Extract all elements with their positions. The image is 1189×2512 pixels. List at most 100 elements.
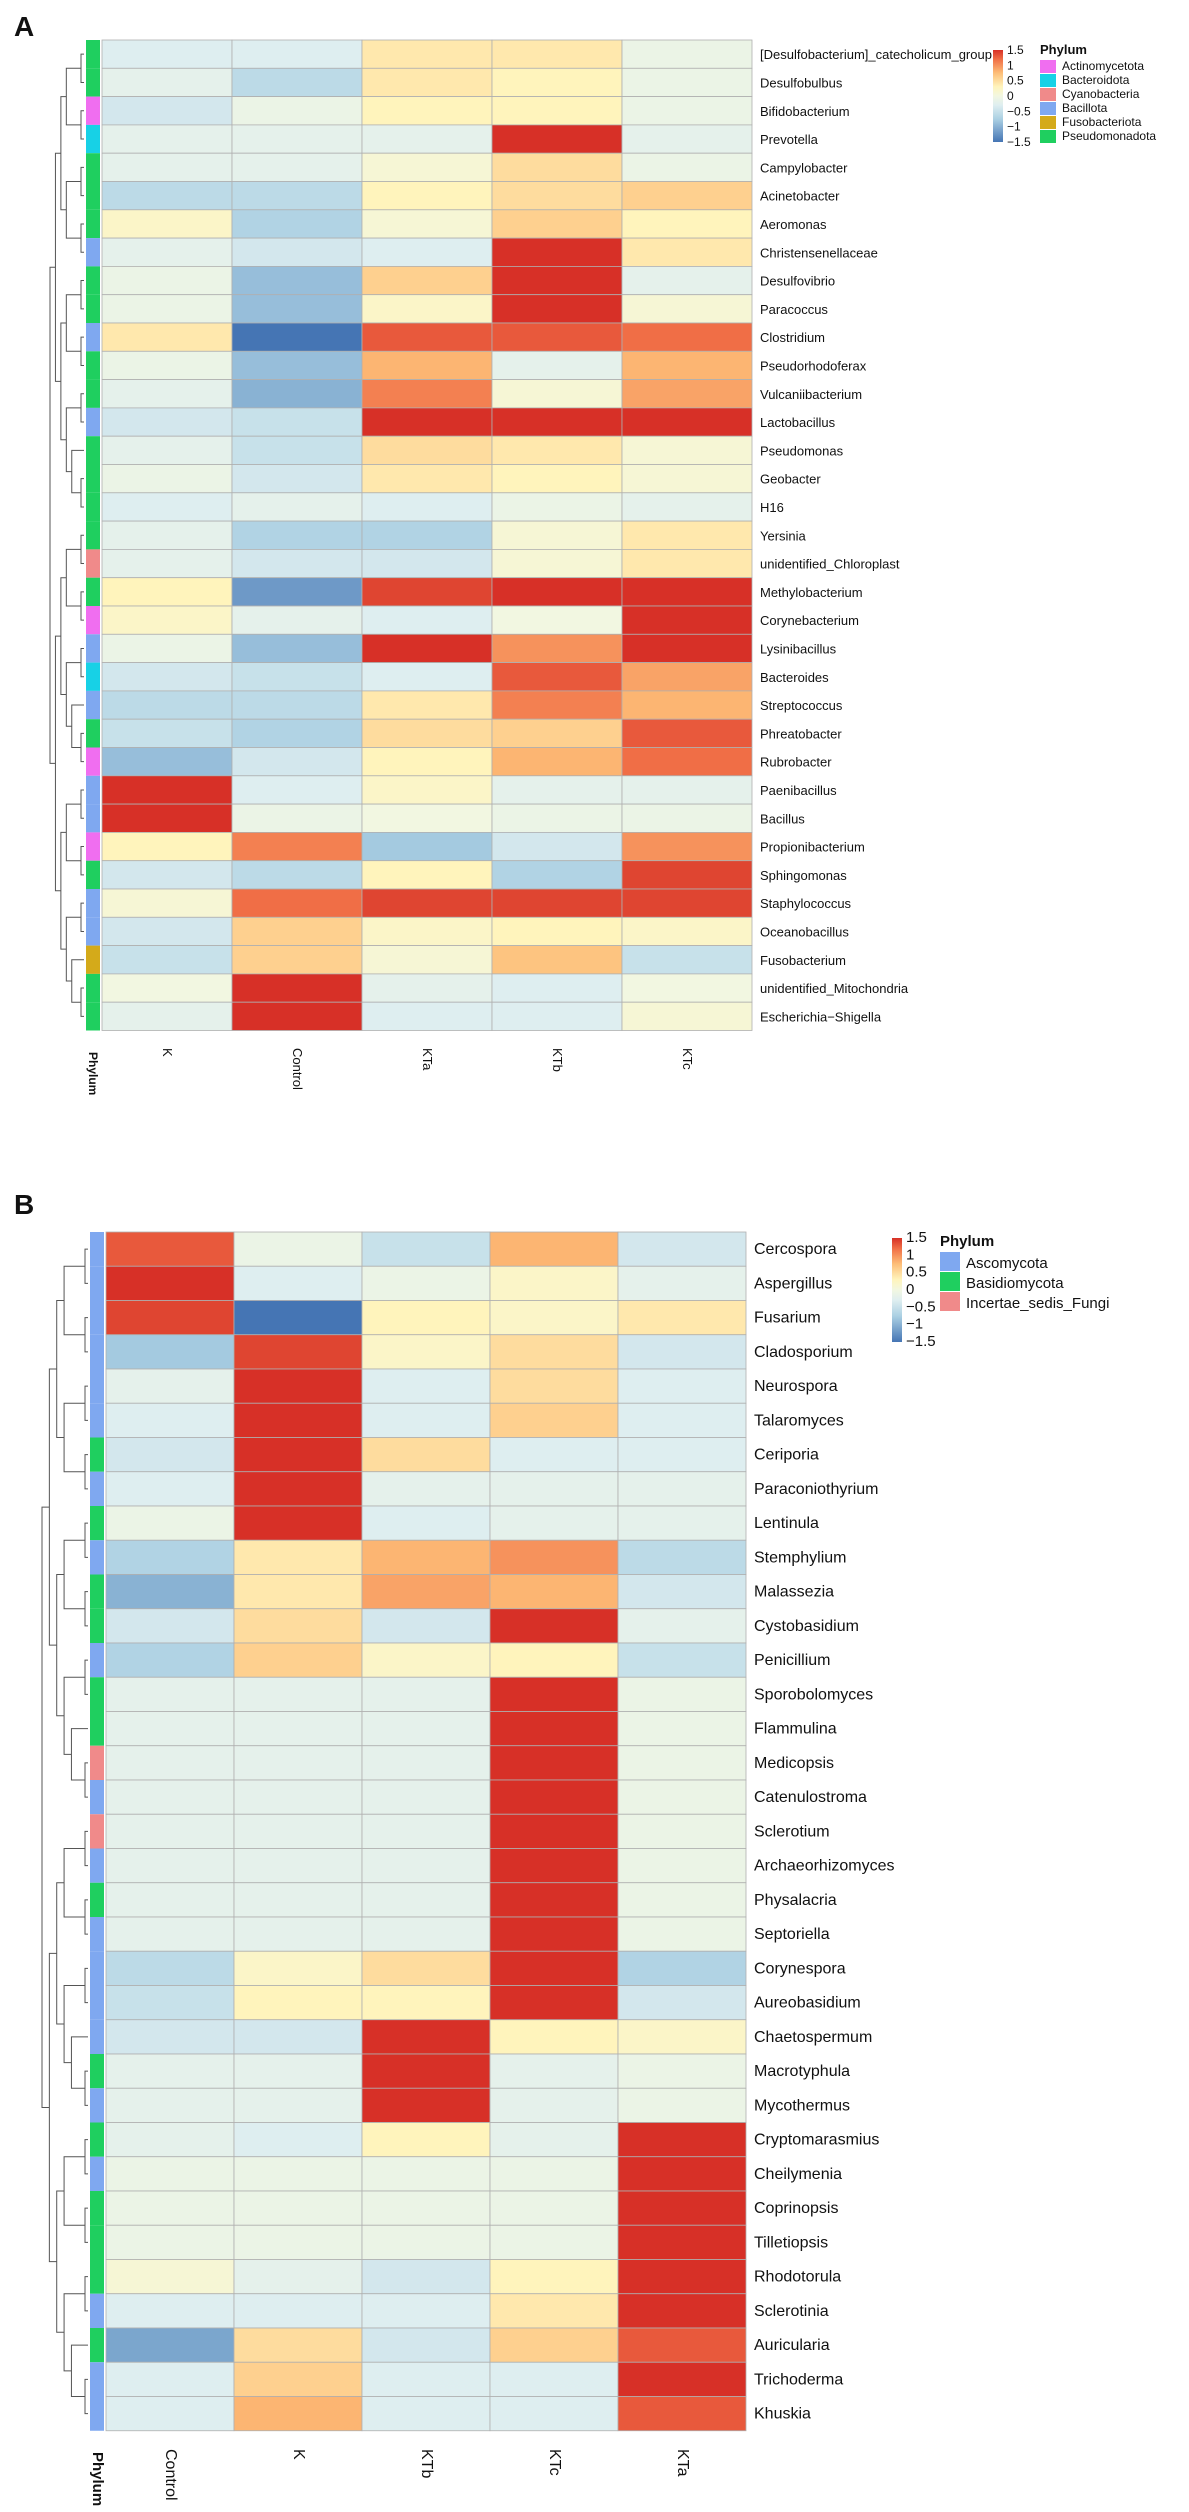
- heatmap-cell: [231, 577, 363, 607]
- heatmap-cell: [491, 775, 623, 805]
- heatmap-cell: [491, 407, 623, 437]
- heatmap-cell: [617, 2053, 747, 2089]
- heatmap-cell: [491, 350, 623, 380]
- row-label: H16: [760, 500, 784, 515]
- heatmap-cell: [621, 350, 753, 380]
- heatmap-cell: [361, 2293, 491, 2329]
- row-label: Yersinia: [760, 528, 807, 543]
- heatmap-cell: [101, 39, 233, 69]
- row-label: Coprinopsis: [754, 2200, 838, 2217]
- phylum-annotation-cell: [90, 1506, 104, 1541]
- heatmap-cell: [105, 2019, 235, 2055]
- heatmap-cell: [233, 2053, 363, 2089]
- heatmap-cell: [617, 2087, 747, 2123]
- heatmap-cell: [233, 1505, 363, 1541]
- heatmap-cell: [361, 1779, 491, 1815]
- heatmap-cell: [361, 181, 493, 211]
- heatmap-cell: [617, 1437, 747, 1473]
- heatmap-cell: [617, 2361, 747, 2397]
- heatmap-cell: [621, 322, 753, 352]
- heatmap-cell: [361, 1437, 491, 1473]
- heatmap-cell: [617, 1471, 747, 1507]
- heatmap-cell: [231, 888, 363, 918]
- row-label: Desulfovibrio: [760, 274, 835, 289]
- phylum-annotation-cell: [86, 775, 100, 805]
- heatmap-cell: [361, 1505, 491, 1541]
- row-label: Methylobacterium: [760, 585, 863, 600]
- heatmap-cell: [105, 1779, 235, 1815]
- heatmap-cell: [361, 577, 493, 607]
- phylum-annotation-cell: [90, 1266, 104, 1301]
- heatmap-cell: [361, 379, 493, 409]
- dendrogram-branch: [80, 846, 84, 876]
- heatmap-cell: [621, 294, 753, 324]
- phylum-annotation-cell: [86, 690, 100, 720]
- heatmap-cell: [101, 860, 233, 890]
- dendrogram-branch: [63, 1539, 85, 1610]
- dendrogram-branch: [63, 1848, 85, 1918]
- heatmap-cell: [361, 152, 493, 182]
- dendrogram-branch: [56, 1300, 65, 1438]
- heatmap-cell: [231, 124, 363, 154]
- heatmap-cell: [491, 549, 623, 579]
- heatmap-cell: [361, 860, 493, 890]
- heatmap-cell: [617, 1711, 747, 1747]
- phylum-annotation-cell: [86, 662, 100, 691]
- row-label: Aureobasidium: [754, 1995, 861, 2012]
- heatmap-cell: [231, 775, 363, 805]
- phylum-annotation-cell: [90, 1608, 104, 1643]
- phylum-annotation-cell: [90, 1334, 104, 1369]
- heatmap-cell: [101, 379, 233, 409]
- heatmap-cell: [231, 294, 363, 324]
- heatmap-cell: [231, 832, 363, 862]
- heatmap-cell: [361, 1402, 491, 1438]
- heatmap-cell: [105, 1608, 235, 1644]
- dendrogram-branch: [84, 2207, 88, 2243]
- dendrogram-branch: [70, 2344, 88, 2397]
- heatmap-cell: [233, 1539, 363, 1575]
- phylum-annotation-cell: [86, 719, 100, 748]
- row-label: Cheilymenia: [754, 2166, 842, 2183]
- legend-entry: Bacillota: [1062, 101, 1108, 115]
- heatmap-cell: [361, 2396, 491, 2432]
- heatmap-cell: [361, 1813, 491, 1849]
- heatmap-cell: [617, 1848, 747, 1884]
- heatmap-cell: [105, 1368, 235, 1404]
- heatmap-cell: [231, 549, 363, 579]
- heatmap-cell: [491, 690, 623, 720]
- scale-tick-label: −1.5: [906, 1333, 936, 1350]
- phylum-annotation-cell: [90, 2293, 104, 2328]
- scale-tick-label: 0.5: [906, 1264, 927, 1281]
- phylum-annotation-cell: [90, 1574, 104, 1609]
- row-label: Geobacter: [760, 472, 821, 487]
- heatmap-cell: [101, 407, 233, 437]
- heatmap-cell: [105, 1882, 235, 1918]
- heatmap-cell: [489, 1916, 619, 1952]
- heatmap-cell: [489, 1711, 619, 1747]
- heatmap-cell: [489, 1402, 619, 1438]
- dendrogram-branch: [65, 181, 81, 239]
- dendrogram-branch: [80, 732, 84, 763]
- dendrogram-branch: [80, 987, 84, 1017]
- heatmap-cell: [361, 2053, 491, 2089]
- row-label: Chaetospermum: [754, 2029, 872, 2046]
- phylum-annotation-cell: [90, 1951, 104, 1986]
- row-label: Clostridium: [760, 330, 825, 345]
- heatmap-cell: [361, 1985, 491, 2021]
- row-label: Propionibacterium: [760, 840, 865, 855]
- legend-swatch: [1040, 130, 1056, 143]
- heatmap-cell: [105, 1745, 235, 1781]
- heatmap-cell: [621, 152, 753, 182]
- column-label: KTc: [546, 2449, 563, 2476]
- phylum-annotation-cell: [86, 68, 100, 97]
- heatmap-cell: [233, 1676, 363, 1712]
- dendrogram-branch: [84, 1385, 88, 1421]
- heatmap-cell: [231, 407, 363, 437]
- dendrogram-branch: [71, 704, 84, 748]
- heatmap-cell: [361, 67, 493, 98]
- heatmap-cell: [361, 1471, 491, 1507]
- dendrogram-branch: [65, 407, 81, 473]
- row-label: Neurospora: [754, 1378, 838, 1395]
- dendrogram-branch: [84, 1830, 88, 1867]
- row-label: Lactobacillus: [760, 415, 836, 430]
